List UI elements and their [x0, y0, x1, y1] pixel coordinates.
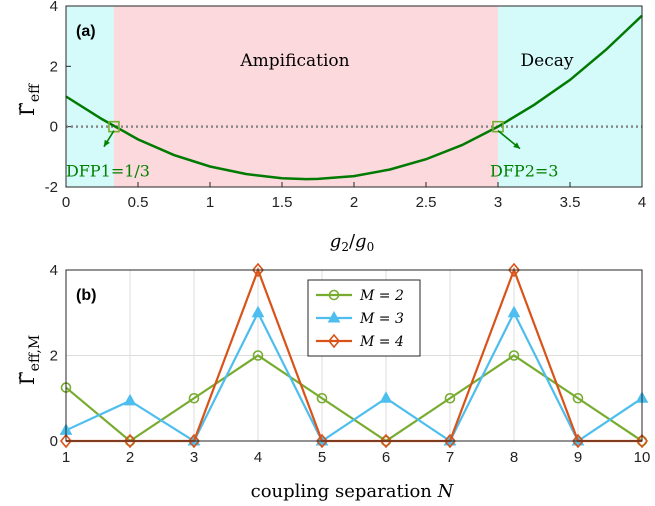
- y-label-gamma-b: Γ̃: [15, 371, 39, 385]
- x-tick-label: 10: [634, 449, 651, 466]
- data-point: [571, 433, 585, 449]
- x-axis-label-a: g2/g0: [330, 231, 374, 254]
- x-label-sub2: 0: [367, 240, 375, 254]
- data-point: [379, 433, 393, 449]
- data-point: [252, 350, 264, 361]
- x-tick-label: 0: [62, 194, 70, 211]
- data-point: [507, 262, 521, 278]
- annotation-arrowhead: [103, 139, 110, 147]
- y-tick-label: -2: [45, 179, 58, 196]
- x-tick-labels-a: 0 0.5 1 1.5 2 2.5 3 3.5 4: [62, 194, 646, 211]
- region-band-1: [113, 6, 499, 187]
- annotation-arrowhead: [513, 142, 520, 149]
- legend-marker: [327, 310, 341, 323]
- x-tick-label: 3: [190, 449, 198, 466]
- region-label-decay: Decay: [521, 51, 574, 71]
- y-tick-label: 0: [50, 433, 58, 450]
- dfp-label: DFP1=1/3: [66, 162, 150, 181]
- x-label-slash: /: [349, 231, 356, 252]
- data-point: [251, 262, 265, 278]
- y-tick-label: 2: [50, 348, 58, 365]
- data-point: [508, 350, 520, 361]
- legend-entry: M = 2: [359, 288, 404, 304]
- y-tick-labels-b: 0 2 4: [50, 262, 58, 450]
- x-tick-label: 2: [126, 449, 134, 466]
- x-tick-label: 1: [206, 194, 214, 211]
- y-tick-labels-a: -2 0 2 4: [45, 0, 58, 196]
- x-tick-label: 1.5: [272, 194, 293, 211]
- x-tick-label: 9: [574, 449, 582, 466]
- panel-label-b: (b): [76, 287, 96, 304]
- data-point: [59, 433, 73, 449]
- data-point: [379, 391, 393, 403]
- x-tick-label: 4: [254, 449, 262, 466]
- legend-entry: M = 4: [359, 334, 404, 350]
- x-tick-label: 4: [638, 194, 646, 211]
- y-tick-label: 4: [50, 0, 58, 15]
- region-band-2: [498, 6, 642, 187]
- y-axis-label-a: Γ̃eff: [15, 83, 43, 116]
- x-tick-labels-b: 1 2 3 4 5 6 7 8 9 10: [62, 449, 651, 466]
- y-label-sub: eff: [27, 83, 43, 102]
- x-tick-label: 6: [382, 449, 390, 466]
- x-label-var: g: [330, 231, 342, 252]
- y-tick-label: 0: [50, 119, 58, 136]
- y-axis-label-b: Γ̃eff,M: [15, 335, 43, 385]
- y-tick-label: 4: [50, 262, 58, 279]
- x-tick-label: 8: [510, 449, 518, 466]
- x-tick-label: 7: [446, 449, 454, 466]
- x-tick-label: 0.5: [128, 194, 149, 211]
- x-tick-label: 3: [494, 194, 502, 211]
- dfp-label: DFP2=3: [490, 162, 558, 181]
- axes-frame-b: [65, 269, 643, 442]
- y-tick-label: 2: [50, 58, 58, 75]
- data-point: [315, 433, 329, 449]
- x-label-n: N: [437, 481, 455, 502]
- series-2: [60, 350, 648, 447]
- data-point: [443, 433, 457, 449]
- region-band-0: [66, 6, 114, 187]
- data-point: [635, 433, 649, 449]
- legend-marker: [328, 289, 340, 301]
- legend: M = 2 M = 3 M = 4: [307, 279, 421, 357]
- data-point: [187, 433, 201, 449]
- data-point: [123, 433, 137, 449]
- panel-label-a: (a): [76, 23, 96, 40]
- dfp-annotations: DFP1=1/3 DFP2=3: [66, 130, 558, 181]
- y-label-sub-b: eff,M: [27, 335, 43, 372]
- data-point: [123, 393, 137, 406]
- x-tick-label: 1: [62, 449, 70, 466]
- y-label-gamma: Γ̃: [15, 102, 39, 116]
- x-tick-label: 2.5: [416, 194, 437, 211]
- x-axis-label-b: coupling separation N: [251, 481, 455, 502]
- x-tick-label: 5: [318, 449, 326, 466]
- x-label-sub1: 2: [341, 240, 349, 254]
- region-label-amplification: Ampification: [239, 51, 349, 71]
- panel-b: 1 2 3 4 5 6 7 8 9 10 0 2 4 (b) M = 2 M = 3 M = 4 coup…: [15, 262, 650, 502]
- data-point: [507, 305, 521, 318]
- legend-marker: [327, 333, 341, 349]
- x-tick-label: 2: [350, 194, 358, 211]
- data-point: [444, 392, 456, 404]
- data-point: [572, 392, 584, 404]
- x-tick-label: 3.5: [560, 194, 581, 211]
- x-label-text: coupling separation: [251, 481, 438, 502]
- data-point: [188, 392, 200, 404]
- legend-entry: M = 3: [359, 311, 404, 327]
- axes-frame-a: [65, 5, 643, 188]
- data-point: [251, 305, 265, 318]
- data-point: [316, 392, 328, 404]
- series-line: [65, 310, 643, 443]
- x-label-var2: g: [355, 231, 367, 252]
- region-layer: [66, 6, 642, 187]
- gamma-eff-curve: [65, 14, 643, 181]
